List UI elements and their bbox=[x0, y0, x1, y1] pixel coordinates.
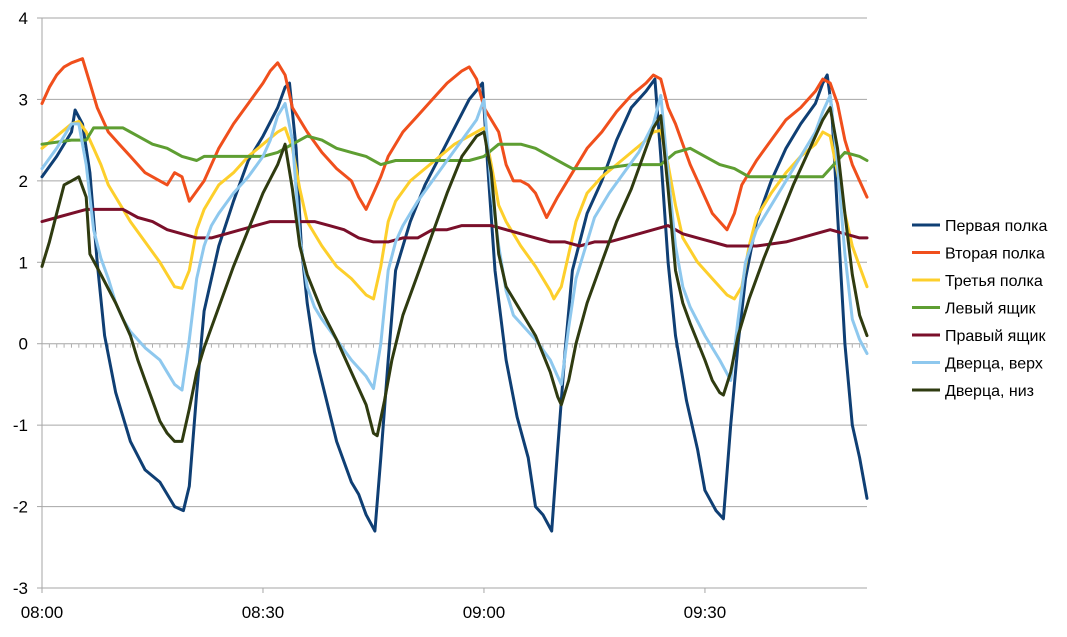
series-line-7 bbox=[40, 106, 869, 443]
legend-label-3: Третья полка bbox=[945, 273, 1043, 290]
y-tick-label: 1 bbox=[19, 253, 28, 272]
x-tick-label: 08:00 bbox=[21, 603, 64, 622]
x-tick-label: 09:30 bbox=[684, 603, 727, 622]
chart-legend: Первая полка Вторая полка Третья полка Левы… bbox=[912, 218, 1048, 400]
legend-label-6: Дверца, верх bbox=[945, 356, 1043, 373]
y-tick-label: -3 bbox=[13, 579, 28, 598]
x-tick-label: 08:30 bbox=[242, 603, 285, 622]
legend-label-5: Правый ящик bbox=[945, 328, 1046, 345]
legend-label-7: Дверца, низ bbox=[945, 383, 1034, 400]
legend-label-2: Вторая полка bbox=[945, 246, 1045, 263]
y-tick-label: 4 bbox=[19, 9, 28, 28]
y-tick-label: 3 bbox=[19, 90, 28, 109]
chart-grid bbox=[42, 17, 867, 589]
legend-label-1: Первая полка bbox=[945, 218, 1048, 235]
series-line-6 bbox=[40, 93, 869, 392]
x-tick-label: 09:00 bbox=[463, 603, 506, 622]
y-tick-label: -2 bbox=[13, 498, 28, 517]
series-line-5 bbox=[40, 207, 869, 248]
y-tick-labels: -3 -2 -1 0 1 2 3 4 bbox=[13, 9, 28, 598]
chart-series bbox=[40, 57, 869, 533]
y-tick-label: 2 bbox=[19, 172, 28, 191]
x-tick-labels: 08:00 08:30 09:00 09:30 bbox=[21, 603, 726, 622]
y-tick-label: 0 bbox=[19, 335, 28, 354]
legend-label-4: Левый ящик bbox=[945, 301, 1037, 318]
series-line-2 bbox=[40, 57, 869, 232]
y-tick-label: -1 bbox=[13, 416, 28, 435]
series-line-4 bbox=[40, 126, 869, 179]
